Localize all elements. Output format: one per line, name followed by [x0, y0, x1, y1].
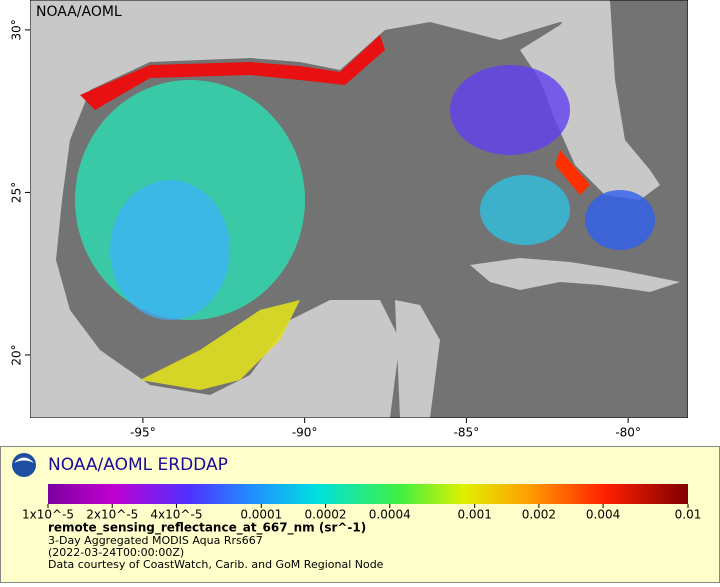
x-tick-label: -90° [292, 426, 318, 440]
y-tick-label: 25° [10, 182, 24, 203]
colorbar [48, 484, 688, 504]
colorbar-tick-label: 0.0001 [240, 508, 282, 522]
colorbar-tick-label: 0.01 [675, 508, 702, 522]
colorbar-tick-label: 4x10^-5 [150, 508, 202, 522]
x-tick-label: -95° [130, 426, 156, 440]
colorbar-tick-label: 0.001 [457, 508, 491, 522]
legend-panel [0, 446, 720, 583]
variable: remote_sensing_reflectance_at_667_nm (sr… [48, 521, 366, 536]
bloom [140, 300, 300, 390]
bloom [110, 180, 230, 320]
land-west [30, 0, 585, 418]
x-tick-label: -85° [454, 426, 480, 440]
time: (2022-03-24T00:00:00Z) [48, 546, 184, 559]
map [30, 0, 688, 418]
bloom [450, 65, 570, 155]
coast-turbid [80, 35, 385, 110]
dataset: 3-Day Aggregated MODIS Aqua Rrs667 [48, 534, 263, 547]
colorbar-tick-label: 0.002 [522, 508, 556, 522]
florida [520, 0, 660, 200]
colorbar-tick-label: 2x10^-5 [86, 508, 138, 522]
cuba [470, 258, 680, 292]
y-tick-label: 20° [10, 344, 24, 365]
y-tick-label: 30° [10, 19, 24, 40]
brand: NOAA/AOML ERDDAP [48, 455, 228, 475]
noaa-logo-gull [14, 457, 34, 463]
colorbar-tick-label: 1x10^-5 [22, 508, 74, 522]
x-tick-label: -80° [615, 426, 641, 440]
bloom [480, 175, 570, 245]
yucatan [395, 300, 440, 418]
credit: Data courtesy of CoastWatch, Carib. and … [48, 558, 384, 571]
colorbar-tick-label: 0.0002 [305, 508, 347, 522]
coast-turbid [555, 150, 590, 195]
noaa-logo [12, 453, 36, 477]
bloom [585, 190, 655, 250]
colorbar-tick-label: 0.0004 [369, 508, 411, 522]
map-credit: NOAA/AOML [36, 4, 122, 20]
colorbar-tick-label: 0.004 [586, 508, 620, 522]
